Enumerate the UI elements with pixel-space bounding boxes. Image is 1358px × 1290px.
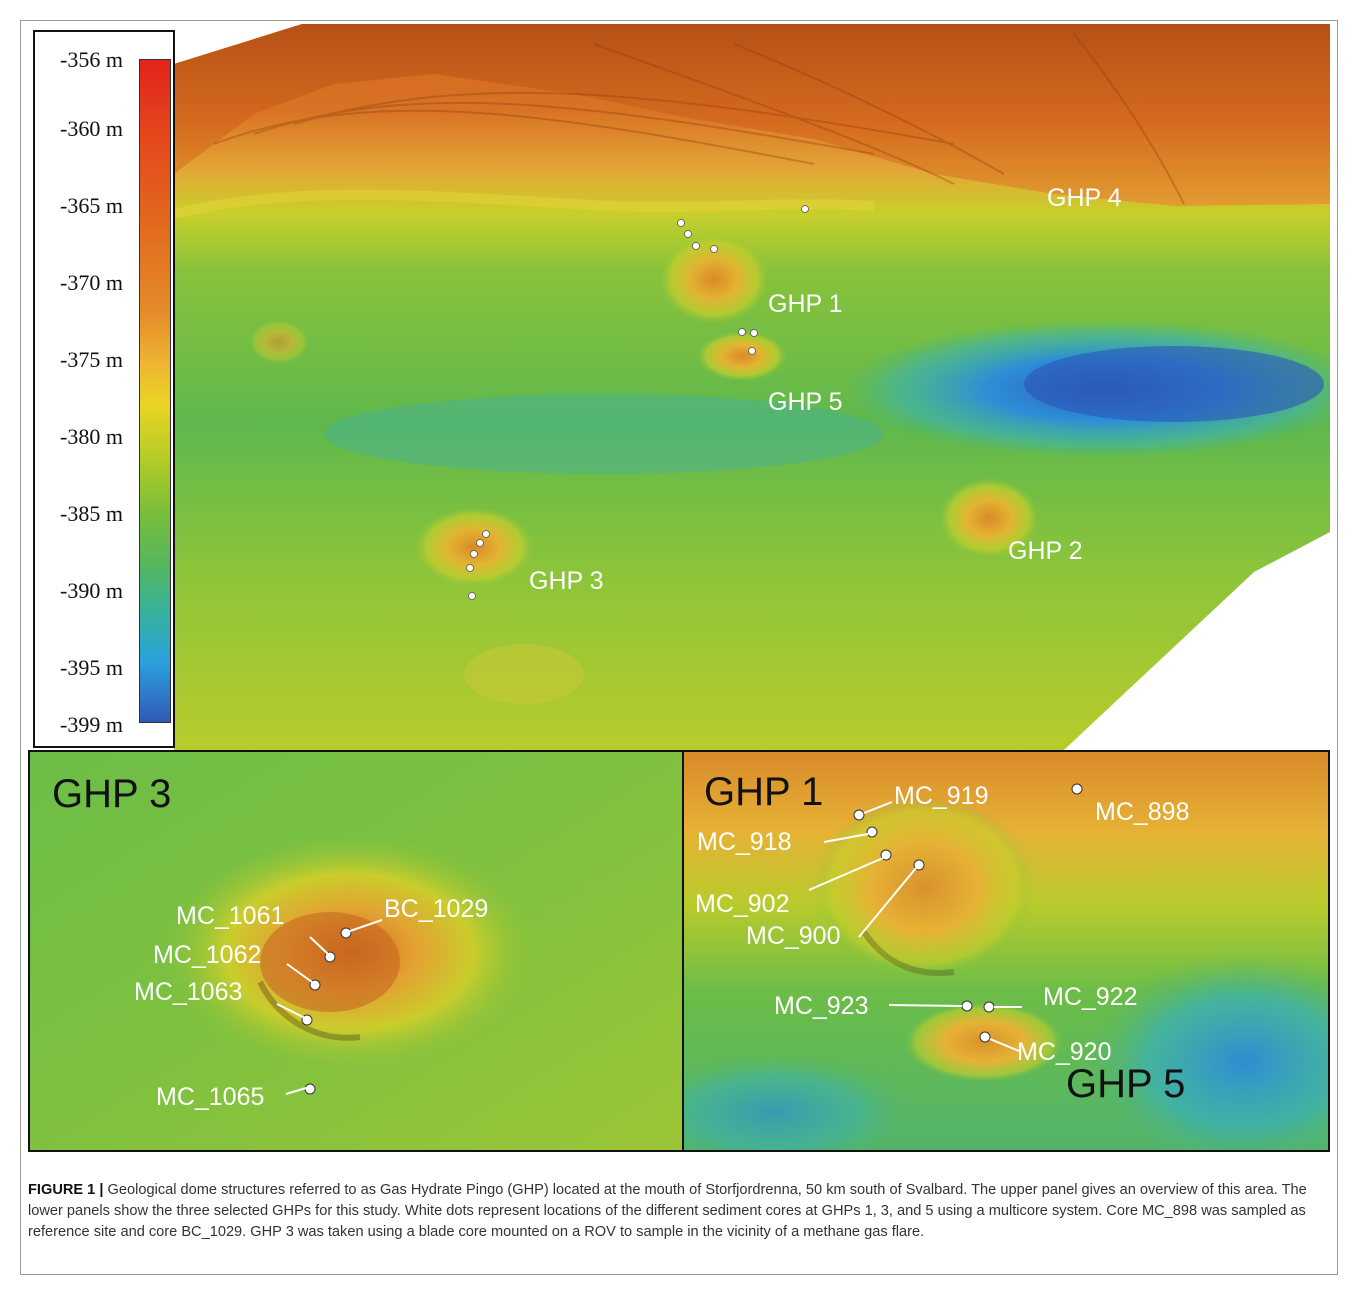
core-mc902: MC_902 (695, 890, 790, 918)
core-bc1029: BC_1029 (384, 895, 489, 923)
label-ghp4: GHP 4 (1047, 184, 1122, 212)
tick-395: -395 m (60, 655, 123, 680)
tick-370: -370 m (60, 270, 123, 295)
core-mc920: MC_920 (1017, 1038, 1112, 1066)
core-mc1062: MC_1062 (153, 941, 262, 969)
ghp1-ghp5-detail-panel: GHP 1 GHP 5 MC_919 MC_898 MC_918 MC_902 … (682, 750, 1330, 1152)
core-mc1065: MC_1065 (156, 1083, 265, 1111)
core-mc922: MC_922 (1043, 983, 1138, 1011)
core-mc919: MC_919 (894, 782, 989, 810)
tick-399: -399 m (60, 712, 123, 737)
ghp3-panel-title: GHP 3 (52, 772, 172, 816)
ghp1-panel-title: GHP 1 (704, 770, 824, 814)
tick-385: -385 m (60, 501, 123, 526)
label-ghp2: GHP 2 (1008, 537, 1083, 565)
core-mc918: MC_918 (697, 828, 792, 856)
tick-365: -365 m (60, 193, 123, 218)
tick-390: -390 m (60, 578, 123, 603)
figure-frame (20, 20, 1338, 1275)
core-mc898: MC_898 (1095, 798, 1190, 826)
tick-380: -380 m (60, 424, 123, 449)
core-mc1061: MC_1061 (176, 902, 285, 930)
ghp5-panel-title: GHP 5 (1066, 1062, 1186, 1106)
label-ghp1: GHP 1 (768, 290, 843, 318)
overview-map: GHP 4 GHP 1 GHP 5 GHP 2 GHP 3 (174, 24, 1330, 750)
ghp3-bathymetry (30, 752, 682, 1150)
core-mc1063: MC_1063 (134, 978, 243, 1006)
label-ghp3: GHP 3 (529, 567, 604, 595)
core-mc923: MC_923 (774, 992, 869, 1020)
ghp1-ghp5-bathymetry (684, 752, 1328, 1150)
caption-text: Geological dome structures referred to a… (28, 1182, 1307, 1240)
depth-legend: -356 m -360 m -365 m -370 m -375 m -380 … (33, 30, 175, 748)
tick-360: -360 m (60, 116, 123, 141)
caption-label: FIGURE 1 | (28, 1182, 104, 1198)
tick-356: -356 m (60, 47, 123, 72)
figure-caption: FIGURE 1 | Geological dome structures re… (28, 1180, 1328, 1243)
tick-375: -375 m (60, 347, 123, 372)
label-ghp5: GHP 5 (768, 388, 843, 416)
bathymetry-overview (174, 24, 1330, 750)
depth-colorbar (139, 59, 171, 723)
ghp3-detail-panel: GHP 3 MC_1061 BC_1029 MC_1062 MC_1063 MC… (28, 750, 684, 1152)
core-mc900: MC_900 (746, 922, 841, 950)
